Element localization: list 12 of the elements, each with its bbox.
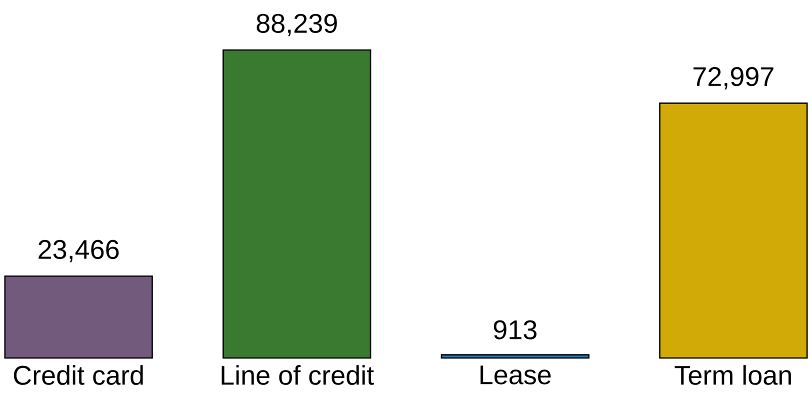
x-tick-label: Lease xyxy=(480,366,551,384)
x-tick-label: Credit card xyxy=(14,365,143,385)
bar xyxy=(222,49,372,359)
bar xyxy=(440,354,590,359)
data-label: 23,466 xyxy=(38,240,119,262)
x-tick-label: Line of credit xyxy=(222,365,374,385)
bar xyxy=(659,102,808,359)
x-tick-label: Term loan xyxy=(674,365,791,385)
data-label: 88,239 xyxy=(256,14,337,36)
bar xyxy=(4,275,153,359)
data-label: 72,997 xyxy=(694,67,774,90)
data-label: 913 xyxy=(494,320,536,340)
